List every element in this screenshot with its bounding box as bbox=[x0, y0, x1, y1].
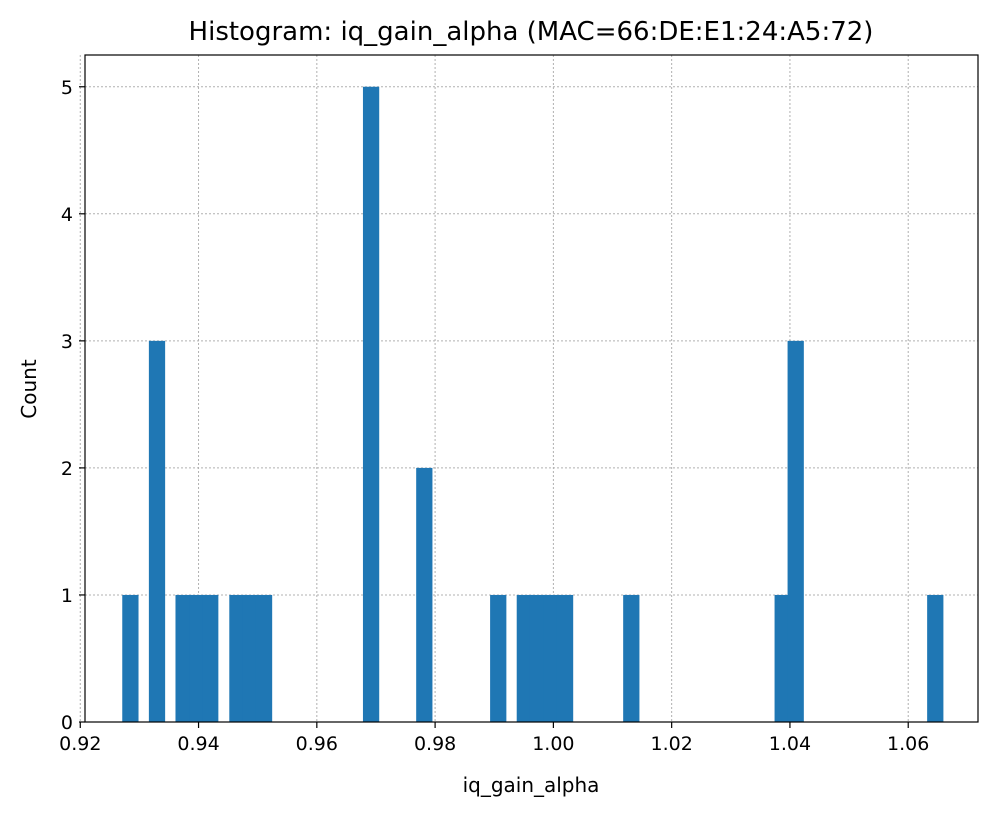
x-tick-label-1: 0.94 bbox=[177, 733, 219, 755]
bars-layer bbox=[122, 86, 944, 722]
histogram-bar-8 bbox=[362, 86, 380, 722]
histogram-bar-7 bbox=[255, 594, 273, 722]
histogram-bar-5 bbox=[229, 594, 246, 722]
x-axis-label: iq_gain_alpha bbox=[463, 773, 600, 797]
histogram-bar-1 bbox=[148, 340, 166, 722]
plot-frame bbox=[84, 54, 979, 723]
chart-title: Histogram: iq_gain_alpha (MAC=66:DE:E1:2… bbox=[189, 17, 874, 47]
histogram-bar-3 bbox=[189, 594, 206, 722]
x-tick-label-4: 1.00 bbox=[532, 733, 574, 755]
y-tick-label-4: 4 bbox=[61, 204, 73, 226]
y-tick-label-0: 0 bbox=[61, 712, 73, 734]
histogram-bar-10 bbox=[490, 594, 507, 722]
y-tick-label-2: 2 bbox=[61, 458, 73, 480]
y-axis-label: Count bbox=[17, 359, 41, 419]
histogram-bar-6 bbox=[242, 594, 259, 722]
x-tick-label-2: 0.96 bbox=[296, 733, 338, 755]
histogram-bar-11 bbox=[516, 594, 533, 722]
y-tick-label-1: 1 bbox=[61, 585, 73, 607]
y-tick-label-3: 3 bbox=[61, 331, 73, 353]
x-tick-label-0: 0.92 bbox=[59, 733, 101, 755]
histogram-bar-14 bbox=[556, 594, 574, 722]
histogram-bar-16 bbox=[774, 594, 791, 722]
histogram-bar-15 bbox=[623, 594, 640, 722]
histogram-bar-2 bbox=[175, 594, 192, 722]
histogram-bar-12 bbox=[529, 594, 546, 722]
x-tick-label-3: 0.98 bbox=[414, 733, 456, 755]
x-tick-label-5: 1.02 bbox=[651, 733, 693, 755]
x-tick-label-7: 1.06 bbox=[887, 733, 929, 755]
histogram-bar-18 bbox=[927, 594, 944, 722]
histogram-bar-9 bbox=[416, 467, 433, 722]
x-tick-label-6: 1.04 bbox=[769, 733, 811, 755]
histogram-bar-4 bbox=[202, 594, 219, 722]
histogram-bar-0 bbox=[122, 594, 139, 722]
histogram-bar-17 bbox=[787, 340, 804, 722]
ticks-layer: 0.92 0.94 0.96 0.98 1.00 1.02 1.04 1.06 0 1 2 3 4 5 bbox=[59, 77, 929, 755]
histogram-bar-13 bbox=[543, 594, 560, 722]
y-tick-label-5: 5 bbox=[61, 77, 73, 99]
